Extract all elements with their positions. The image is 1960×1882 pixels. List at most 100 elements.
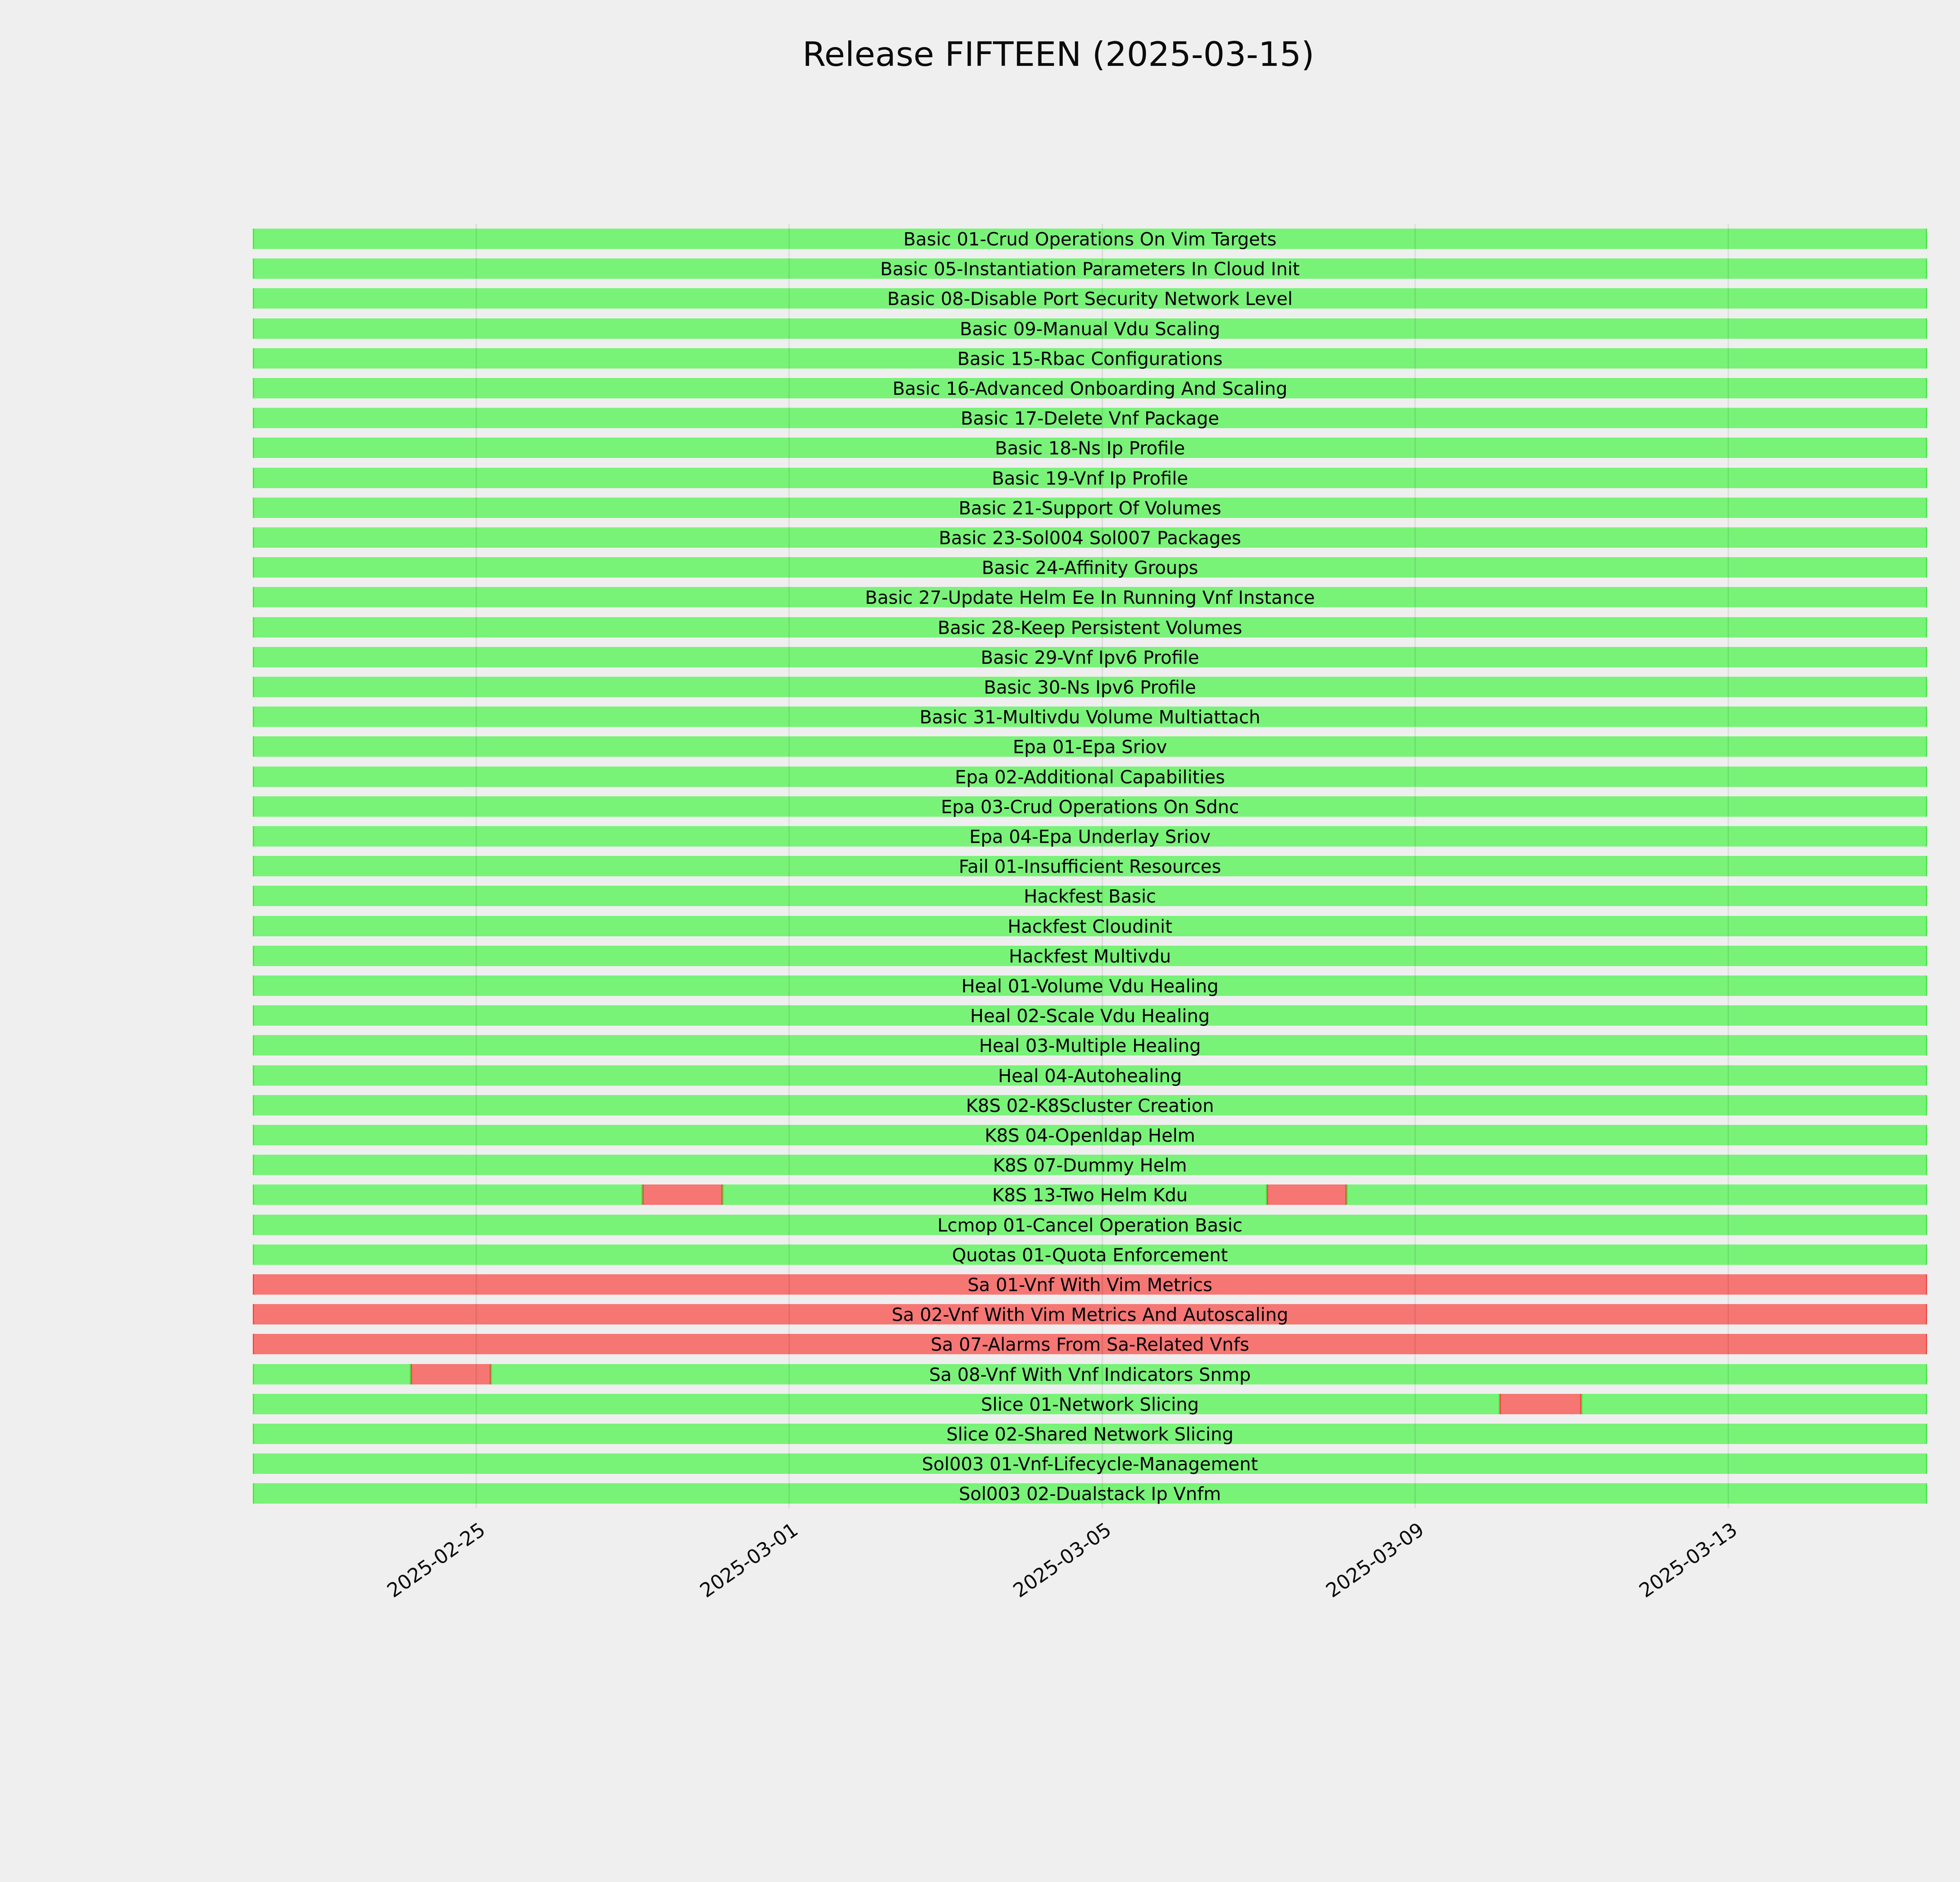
plot-area: Basic 01-Crud Operations On Vim Targets B… (253, 224, 1927, 1508)
row-label: Basic 08-Disable Port Security Network L… (887, 288, 1293, 310)
bar-segment-fail (411, 1364, 491, 1384)
bar-segment-pass (722, 1184, 1267, 1205)
bar-segment-pass (253, 1095, 1927, 1115)
row-label: Fail 01-Insufficient Resources (958, 856, 1221, 877)
bar-segment-pass (253, 557, 1927, 578)
bar-segment-pass (253, 945, 1927, 966)
row-label: Heal 01-Volume Vdu Healing (961, 976, 1219, 997)
row-label: Epa 02-Additional Capabilities (955, 766, 1225, 788)
row-label: Epa 04-Epa Underlay Sriov (969, 826, 1211, 847)
row-label: K8S 13-Two Helm Kdu (992, 1184, 1188, 1206)
row-label: Basic 23-Sol004 Sol007 Packages (938, 527, 1241, 549)
bar-segment-pass (253, 1035, 1927, 1056)
x-tick-label: 2025-03-01 (696, 1518, 802, 1602)
bar-segment-pass (253, 886, 1927, 906)
bar-segment-pass (253, 916, 1927, 936)
row-label: Basic 21-Support Of Volumes (958, 497, 1221, 519)
bar-segment-pass (253, 826, 1927, 847)
row-label: Basic 31-Multivdu Volume Multiattach (919, 707, 1261, 728)
row-label: Heal 02-Scale Vdu Healing (970, 1005, 1210, 1027)
row-label: Sol003 02-Dualstack Ip Vnfm (959, 1483, 1221, 1505)
bar-segment-pass (253, 647, 1927, 667)
row-label: Basic 01-Crud Operations On Vim Targets (903, 229, 1277, 250)
bar-segment-pass (253, 796, 1927, 817)
row-label: Sa 08-Vnf With Vnf Indicators Snmp (929, 1364, 1251, 1385)
row-label: Hackfest Cloudinit (1007, 916, 1172, 937)
bar-segment-pass (491, 1364, 1927, 1384)
bar-segment-pass (253, 587, 1927, 608)
row-label: K8S 02-K8Scluster Creation (966, 1095, 1214, 1116)
bar-segment-pass (253, 736, 1927, 757)
row-label: Sa 01-Vnf With Vim Metrics (967, 1274, 1212, 1295)
row-label: Epa 01-Epa Sriov (1013, 736, 1167, 758)
row-label: Basic 24-Affinity Groups (982, 557, 1198, 579)
bar-segment-pass (253, 467, 1927, 488)
bar-segment-pass (253, 497, 1927, 518)
bar-segment-pass (253, 288, 1927, 309)
row-label: Basic 17-Delete Vnf Package (960, 408, 1220, 429)
bar-segment-pass (253, 1184, 642, 1205)
bar-segment-pass (253, 1244, 1927, 1265)
row-label: Basic 27-Update Helm Ee In Running Vnf I… (865, 587, 1315, 609)
bar-segment-pass (253, 1125, 1927, 1145)
bar-segment-fail (642, 1184, 722, 1205)
bar-segment-pass (253, 1214, 1927, 1235)
x-tick-label: 2025-02-25 (383, 1518, 490, 1602)
bar-segment-fail (253, 1334, 1927, 1355)
row-label: Hackfest Basic (1024, 886, 1156, 907)
bar-segment-pass (253, 229, 1927, 249)
row-label: Sol003 01-Vnf-Lifecycle-Management (922, 1453, 1258, 1475)
bar-segment-pass (1581, 1393, 1927, 1414)
row-label: K8S 07-Dummy Helm (993, 1155, 1187, 1176)
bar-segment-pass (253, 766, 1927, 787)
bar-segment-fail (1500, 1393, 1582, 1414)
row-label: Basic 18-Ns Ip Profile (995, 438, 1185, 459)
row-label: Basic 15-Rbac Configurations (957, 348, 1223, 369)
bar-segment-pass (253, 378, 1927, 398)
row-label: Sa 02-Vnf With Vim Metrics And Autoscali… (891, 1304, 1289, 1326)
bar-segment-fail (1267, 1184, 1347, 1205)
bar-segment-pass (253, 318, 1927, 339)
bar-segment-pass (253, 707, 1927, 727)
bar-segment-pass (253, 348, 1927, 369)
row-label: Heal 03-Multiple Healing (979, 1035, 1201, 1057)
bar-segment-pass (253, 1453, 1927, 1474)
row-label: Lcmop 01-Cancel Operation Basic (937, 1214, 1243, 1236)
row-label: Basic 30-Ns Ipv6 Profile (984, 677, 1196, 698)
x-tick-label: 2025-03-13 (1635, 1518, 1741, 1602)
row-label: Heal 04-Autohealing (998, 1065, 1182, 1086)
bar-segment-pass (253, 677, 1927, 697)
bar-segment-pass (253, 1065, 1927, 1086)
row-label: Slice 01-Network Slicing (981, 1393, 1199, 1415)
chart-title: Release FIFTEEN (2025-03-15) (802, 35, 1314, 74)
row-label: Hackfest Multivdu (1009, 945, 1171, 967)
row-label: Slice 02-Shared Network Slicing (946, 1424, 1234, 1445)
x-gridline (475, 224, 477, 1508)
row-label: Sa 07-Alarms From Sa-Related Vnfs (931, 1334, 1249, 1355)
bar-segment-pass (253, 258, 1927, 279)
bar-segment-pass (253, 1155, 1927, 1175)
row-label: Basic 05-Instantiation Parameters In Clo… (880, 258, 1300, 280)
bar-segment-pass (1347, 1184, 1927, 1205)
bar-segment-pass (253, 527, 1927, 548)
row-label: Epa 03-Crud Operations On Sdnc (941, 796, 1239, 817)
bar-segment-pass (253, 408, 1927, 429)
bar-segment-pass (253, 976, 1927, 996)
x-gridline (1727, 224, 1729, 1508)
x-gridline (788, 224, 790, 1508)
bar-segment-fail (253, 1304, 1927, 1325)
bar-segment-pass (253, 617, 1927, 638)
row-label: Basic 16-Advanced Onboarding And Scaling (892, 378, 1288, 399)
bar-segment-pass (253, 856, 1927, 877)
bar-segment-pass (253, 1364, 411, 1384)
row-label: Basic 28-Keep Persistent Volumes (937, 617, 1243, 638)
x-tick-label: 2025-03-09 (1322, 1518, 1428, 1602)
x-gridline (1414, 224, 1416, 1508)
bar-segment-pass (253, 1424, 1927, 1444)
bar-segment-pass (253, 1483, 1927, 1504)
row-label: Quotas 01-Quota Enforcement (952, 1244, 1228, 1266)
row-label: Basic 29-Vnf Ipv6 Profile (980, 647, 1200, 668)
bar-segment-fail (253, 1274, 1927, 1295)
bar-segment-pass (253, 1393, 1500, 1414)
